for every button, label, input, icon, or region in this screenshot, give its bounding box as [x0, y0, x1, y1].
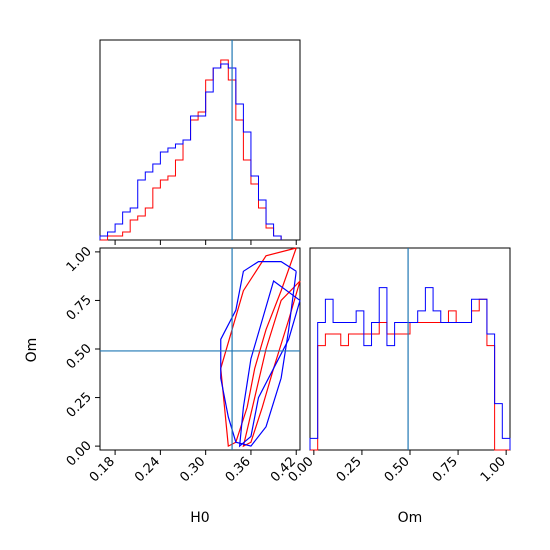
om-y-tick-label: 0.00 [64, 438, 95, 469]
om-x-tick-label: 0.75 [430, 454, 461, 485]
om-y-tick-label: 0.50 [64, 341, 95, 372]
scatter-panel: 0.18 0.24 0.30 0.36 0.42 0.000.250.500.751.0… [64, 244, 301, 485]
hist-om-panel: 0.00 0.25 0.50 0.75 1.00 [286, 247, 511, 485]
xlabel-om: Om [398, 510, 423, 526]
hist-om-series-a [309, 287, 511, 450]
h0-tick-label: 0.24 [132, 454, 163, 485]
om-x-tick-label: 0.25 [334, 454, 365, 485]
series-b-contour-1 [220, 247, 297, 448]
om-x-tick-label: 1.00 [478, 454, 509, 485]
h0-tick-label: 0.18 [87, 454, 118, 485]
hist-om-series-b [310, 298, 510, 451]
hist-h0-panel [99, 39, 301, 245]
hist-h0-series-a [99, 63, 282, 240]
h0-tick-label: 0.36 [223, 454, 254, 485]
hist-h0-series-b [100, 59, 282, 241]
om-y-tick-label: 0.75 [64, 293, 95, 324]
h0-tick-label: 0.30 [177, 454, 208, 485]
ylabel-om: Om [24, 338, 40, 363]
series-b-contour-2 [242, 280, 301, 448]
om-x-tick-label: 0.50 [382, 454, 413, 485]
series-a-contour-2 [238, 280, 301, 448]
series-a-contour-1 [220, 260, 297, 447]
om-y-tick-label: 1.00 [64, 244, 95, 275]
om-y-tick-label: 0.25 [64, 390, 95, 421]
xlabel-h0: H0 [190, 510, 209, 526]
